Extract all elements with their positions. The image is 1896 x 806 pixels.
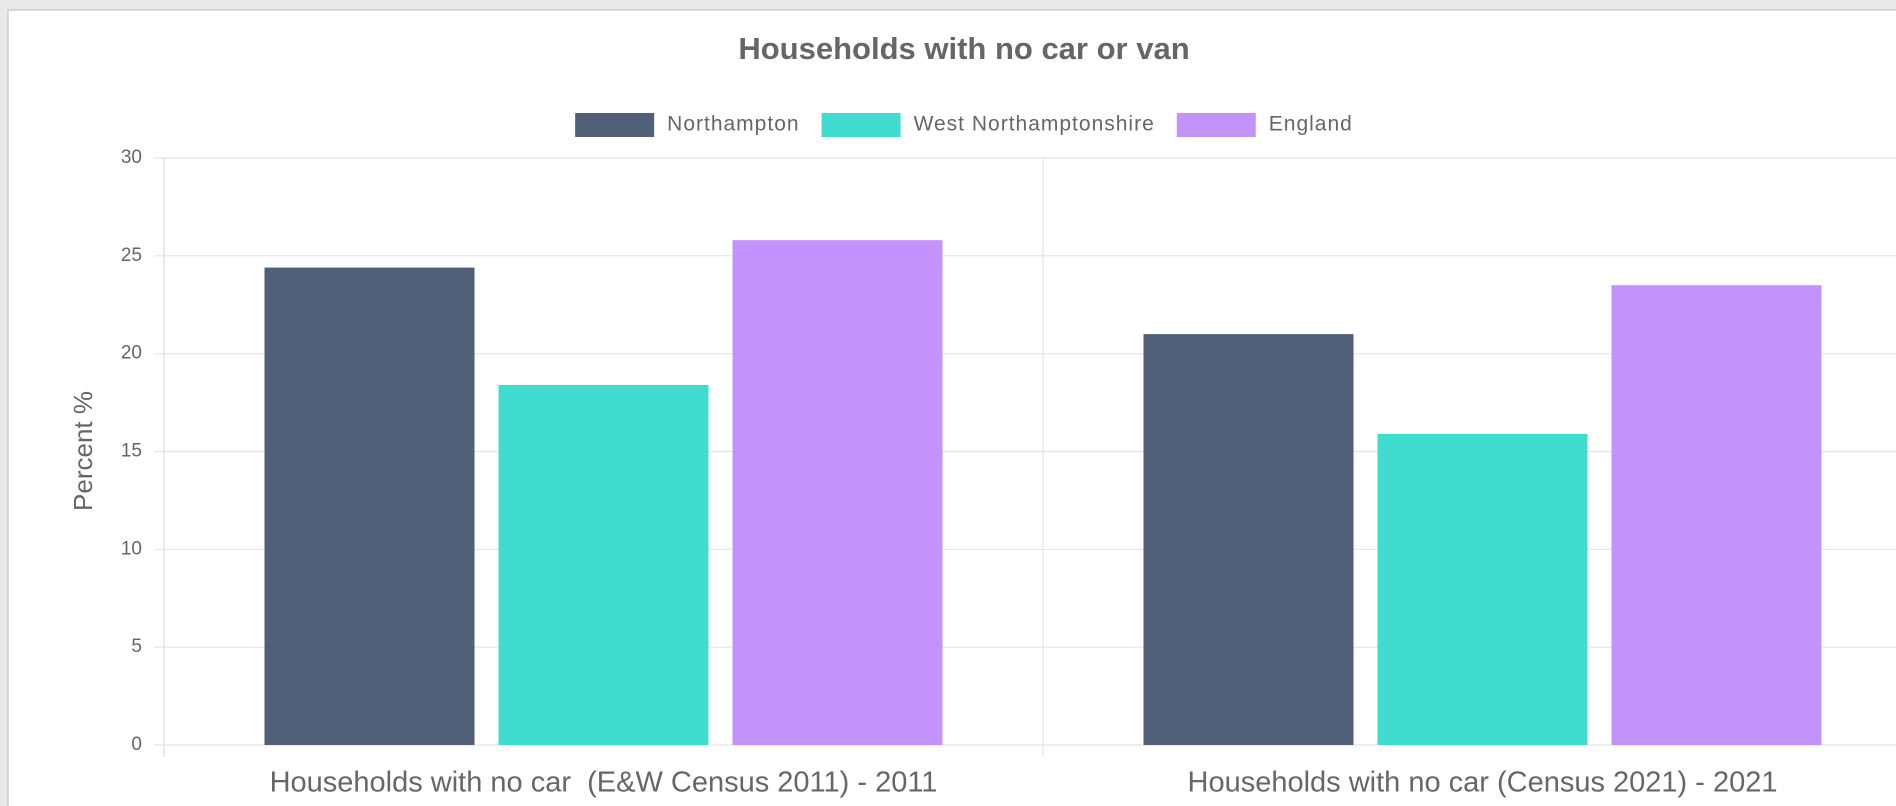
x-tick-label: Households with no car (E&W Census 2011)… [270, 767, 938, 799]
x-tick-label: Households with no car (Census 2021) - 2… [1188, 767, 1778, 799]
y-tick-label: 10 [121, 538, 142, 559]
y-tick-label: 20 [121, 343, 142, 364]
legend-label: Northampton [667, 113, 799, 136]
y-tick-label: 15 [121, 441, 142, 462]
bar [1377, 433, 1588, 745]
legend-label: England [1269, 113, 1353, 136]
y-tick-label: 25 [121, 245, 142, 266]
y-tick-label: 30 [121, 147, 142, 168]
y-tick-label: 5 [131, 636, 142, 657]
y-tick-label: 0 [131, 734, 142, 755]
legend-swatch [821, 113, 901, 137]
y-axis-label: Percent % [68, 391, 98, 511]
bar [732, 240, 943, 745]
bar [264, 267, 475, 745]
legend-label: West Northamptonshire [914, 113, 1155, 136]
bar [1143, 334, 1354, 745]
chart-title: Households with no car or van [738, 31, 1189, 66]
bar [498, 384, 709, 745]
bar [1611, 285, 1822, 745]
legend-swatch [575, 113, 655, 137]
legend-swatch [1176, 113, 1256, 137]
